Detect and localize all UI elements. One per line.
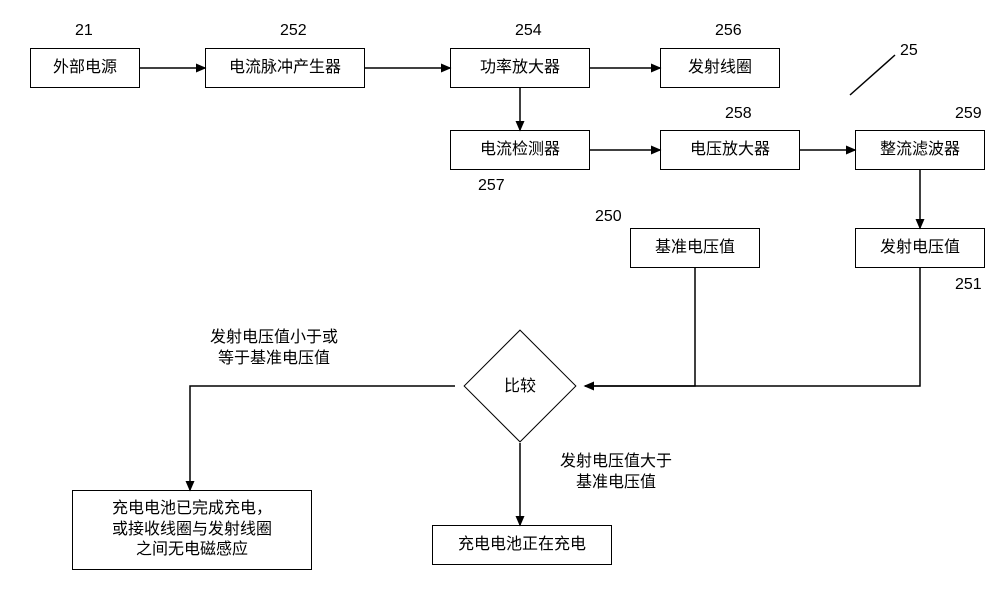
left-condition-label: 发射电压值小于或 等于基准电压值 xyxy=(210,328,338,370)
num-251: 251 xyxy=(955,276,982,294)
label: 电压放大器 xyxy=(690,140,770,161)
label: 发射线圈 xyxy=(688,58,752,79)
node-transmit-coil: 发射线圈 xyxy=(660,48,780,88)
node-rectifier-filter: 整流滤波器 xyxy=(855,130,985,170)
num-256: 256 xyxy=(715,22,742,40)
node-pulse-generator: 电流脉冲产生器 xyxy=(205,48,365,88)
num-252: 252 xyxy=(280,22,307,40)
node-power-amplifier: 功率放大器 xyxy=(450,48,590,88)
node-reference-voltage: 基准电压值 xyxy=(630,228,760,268)
label: 电流脉冲产生器 xyxy=(229,58,341,79)
node-left-result: 充电电池已完成充电， 或接收线圈与发射线圈 之间无电磁感应 xyxy=(72,490,312,570)
num-254: 254 xyxy=(515,22,542,40)
num-21: 21 xyxy=(75,22,93,40)
num-25: 25 xyxy=(900,42,918,60)
label: 充电电池正在充电 xyxy=(458,535,586,556)
label: 功率放大器 xyxy=(480,58,560,79)
bottom-condition-label: 发射电压值大于 基准电压值 xyxy=(560,452,672,494)
compare-label: 比较 xyxy=(504,377,536,398)
label: 外部电源 xyxy=(53,58,117,79)
label: 充电电池已完成充电， 或接收线圈与发射线圈 之间无电磁感应 xyxy=(112,499,272,561)
label: 发射电压值 xyxy=(880,238,960,259)
node-current-detector: 电流检测器 xyxy=(450,130,590,170)
num-250: 250 xyxy=(595,208,622,226)
label: 基准电压值 xyxy=(655,238,735,259)
label: 电流检测器 xyxy=(480,140,560,161)
num-257: 257 xyxy=(478,177,505,195)
node-voltage-amplifier: 电压放大器 xyxy=(660,130,800,170)
label: 整流滤波器 xyxy=(880,140,960,161)
num-259: 259 xyxy=(955,105,982,123)
node-bottom-result: 充电电池正在充电 xyxy=(432,525,612,565)
node-external-power: 外部电源 xyxy=(30,48,140,88)
num-258: 258 xyxy=(725,105,752,123)
node-emission-voltage: 发射电压值 xyxy=(855,228,985,268)
